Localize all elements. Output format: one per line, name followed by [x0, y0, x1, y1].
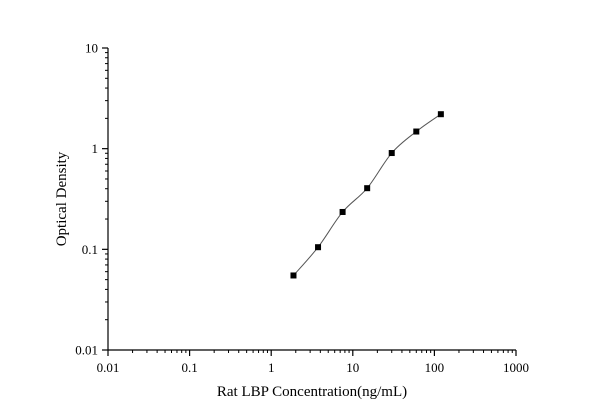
- data-point: [437, 111, 444, 118]
- y-tick-label: 0.1: [82, 242, 98, 257]
- x-axis-ticks: [107, 350, 517, 356]
- axes: [107, 48, 516, 351]
- x-axis-title: Rat LBP Concentration(ng/mL): [217, 384, 407, 400]
- data-point: [388, 150, 395, 157]
- data-point: [413, 128, 420, 135]
- data-point: [339, 208, 346, 215]
- x-tick-label: 1: [268, 360, 275, 375]
- y-tick-label: 0.01: [75, 343, 98, 358]
- data-point: [364, 185, 371, 192]
- x-tick-label: 10: [346, 360, 359, 375]
- x-tick-label: 1000: [503, 360, 529, 375]
- y-axis-title: Optical Density: [54, 151, 70, 246]
- y-tick-label: 10: [85, 41, 98, 56]
- x-axis-tick-labels: 0.01 0.1 1 10 100 1000: [97, 360, 529, 375]
- y-tick-label: 1: [92, 141, 99, 156]
- data-points-layer: [290, 111, 444, 279]
- fit-curve-layer: [293, 113, 442, 276]
- y-axis-ticks: [102, 47, 108, 351]
- x-tick-label: 0.1: [181, 360, 197, 375]
- x-tick-label: 0.01: [97, 360, 120, 375]
- data-point: [290, 272, 297, 279]
- data-point: [315, 244, 322, 251]
- x-tick-label: 100: [425, 360, 445, 375]
- y-axis-tick-labels: 0.01 0.1 1 10: [75, 41, 98, 358]
- fit-curve: [293, 113, 442, 276]
